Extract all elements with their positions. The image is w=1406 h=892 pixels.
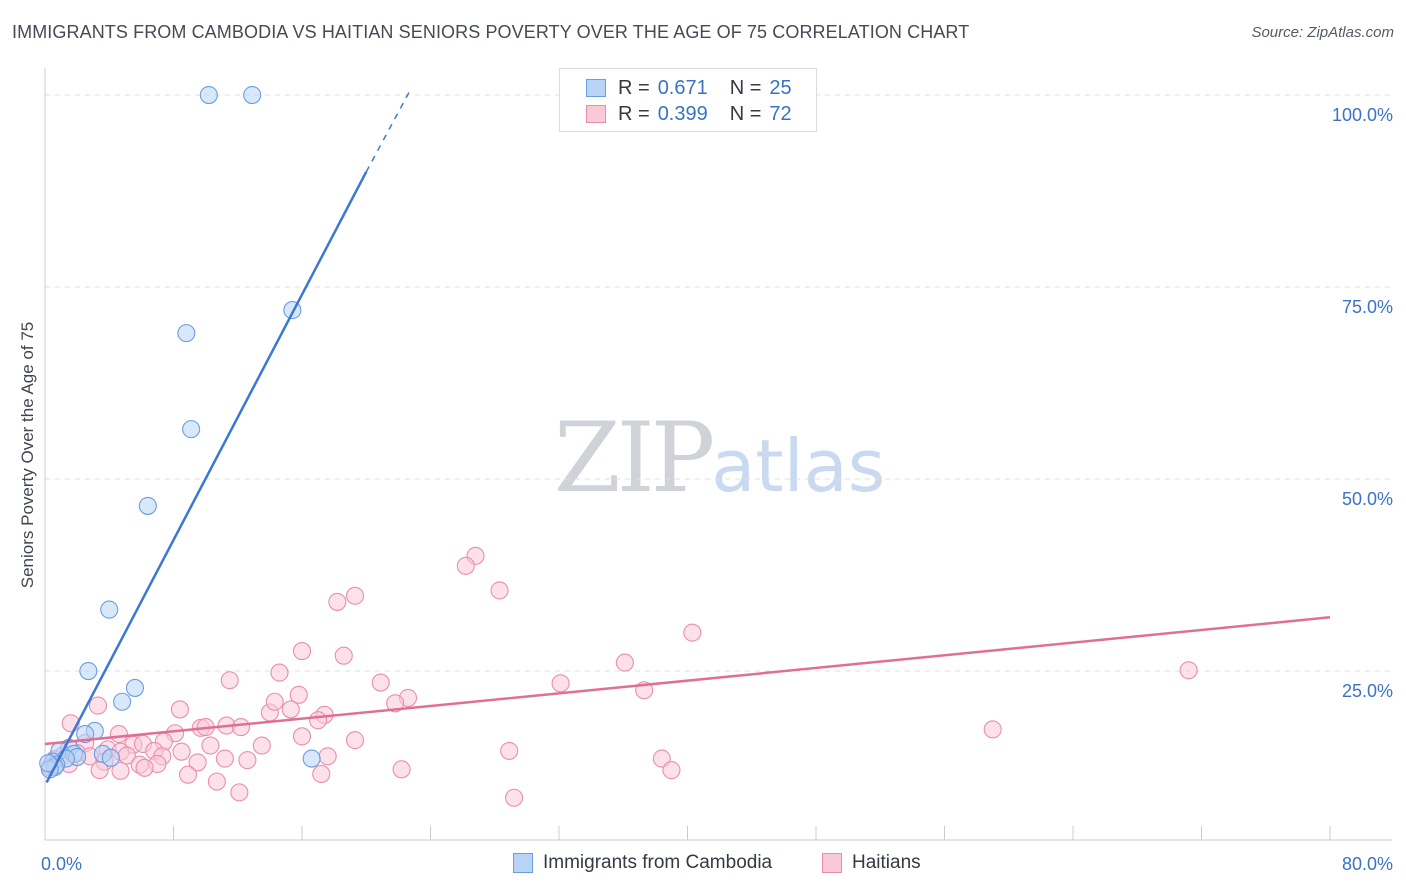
y-tick-label: 25.0%: [1342, 681, 1393, 701]
haitian-point: [371, 673, 390, 692]
haitian-point: [551, 674, 570, 693]
y-axis-title: Seniors Poverty Over the Age of 75: [18, 321, 37, 589]
watermark-atlas: atlas: [711, 424, 886, 508]
series-legend-cambodia: Immigrants from Cambodia: [513, 852, 772, 874]
series-legend-haitians: Haitians: [822, 852, 921, 874]
haitian-point: [683, 623, 702, 642]
cambodia-point: [182, 420, 201, 439]
cambodia-point: [76, 724, 95, 744]
legend-swatch-haitians: [586, 105, 606, 123]
haitian-point: [292, 727, 312, 746]
watermark: ZIPatlas: [554, 402, 885, 514]
haitian-point: [230, 783, 249, 802]
cambodia-point: [100, 600, 119, 619]
series-legend-swatch-haitians: [822, 853, 842, 873]
haitian-point: [386, 694, 405, 713]
haitian-point: [281, 700, 300, 719]
cambodia-point: [138, 496, 157, 515]
cambodia-point: [125, 678, 144, 697]
y-tick-label: 75.0%: [1342, 297, 1393, 317]
haitian-point: [500, 741, 519, 760]
watermark-zip: ZIP: [554, 402, 715, 514]
y-tick-label: 100.0%: [1332, 105, 1393, 125]
legend-n-value: 25: [769, 76, 792, 99]
haitian-point: [345, 731, 365, 750]
haitian-point: [238, 751, 257, 770]
correlation-legend: R = 0.671 N = 25 R = 0.399 N = 72: [559, 68, 817, 132]
haitian-point: [88, 696, 108, 715]
haitian-point: [662, 761, 681, 780]
cambodia-point: [302, 749, 321, 768]
haitian-point: [504, 788, 524, 807]
haitian-point: [1179, 661, 1198, 680]
haitian-point: [334, 646, 353, 665]
cambodia-trendline-extension: [365, 90, 411, 173]
series-legend-label-cambodia: Immigrants from Cambodia: [543, 852, 773, 873]
legend-row-haitians: R = 0.399 N = 72: [586, 102, 841, 126]
haitian-point: [188, 753, 207, 772]
haitian-point: [178, 765, 198, 784]
haitian-point: [289, 685, 308, 704]
haitian-point: [109, 724, 128, 744]
legend-n-value: 72: [769, 102, 792, 125]
y-tick-label: 50.0%: [1342, 489, 1393, 509]
haitian-point: [270, 663, 289, 682]
haitian-point: [490, 581, 509, 600]
x-tick-label: 80.0%: [1342, 854, 1393, 874]
haitian-point: [392, 760, 411, 779]
haitian-point: [318, 747, 337, 766]
cambodia-point: [113, 692, 132, 711]
haitian-point: [135, 758, 154, 777]
source-note: Source: ZipAtlas.com: [1251, 24, 1394, 41]
cambodia-point: [101, 748, 120, 767]
haitian-point: [309, 711, 328, 730]
chart-title: IMMIGRANTS FROM CAMBODIA VS HAITIAN SENI…: [12, 22, 970, 42]
haitian-point: [220, 671, 239, 690]
legend-row-cambodia: R = 0.671 N = 25: [586, 76, 841, 100]
haitian-point: [172, 742, 191, 761]
legend-swatch-cambodia: [586, 79, 606, 97]
legend-r-value: 0.671: [657, 76, 708, 99]
haitian-point: [170, 700, 189, 719]
haitian-point: [207, 772, 226, 791]
legend-n-label: N =: [729, 102, 762, 125]
haitian-point: [215, 749, 234, 768]
haitian-point: [983, 720, 1002, 739]
haitian-point: [231, 718, 251, 737]
haitian-point: [615, 653, 634, 672]
series-legend-swatch-cambodia: [513, 853, 533, 873]
x-tick-label: 0.0%: [41, 854, 82, 874]
cambodia-trendline: [45, 171, 368, 783]
cambodia-point: [177, 324, 196, 343]
haitian-point: [312, 764, 331, 784]
legend-n-label: N =: [729, 76, 762, 99]
haitian-point: [201, 736, 220, 755]
haitian-point: [265, 692, 284, 711]
haitian-trendline: [44, 616, 1331, 746]
legend-r-label: R =: [618, 102, 650, 125]
cambodia-point: [199, 85, 218, 105]
haitian-point: [292, 642, 312, 661]
series-legend-label-haitians: Haitians: [852, 852, 921, 873]
haitian-point: [252, 736, 271, 755]
series-legend: Immigrants from Cambodia Haitians: [0, 852, 1406, 878]
cambodia-point: [79, 661, 98, 681]
cambodia-point: [243, 85, 262, 105]
legend-r-label: R =: [618, 76, 650, 99]
haitian-point: [345, 586, 365, 605]
haitian-point: [328, 592, 347, 611]
legend-r-value: 0.399: [657, 102, 708, 125]
haitian-point: [456, 556, 475, 575]
haitian-point: [111, 761, 130, 780]
